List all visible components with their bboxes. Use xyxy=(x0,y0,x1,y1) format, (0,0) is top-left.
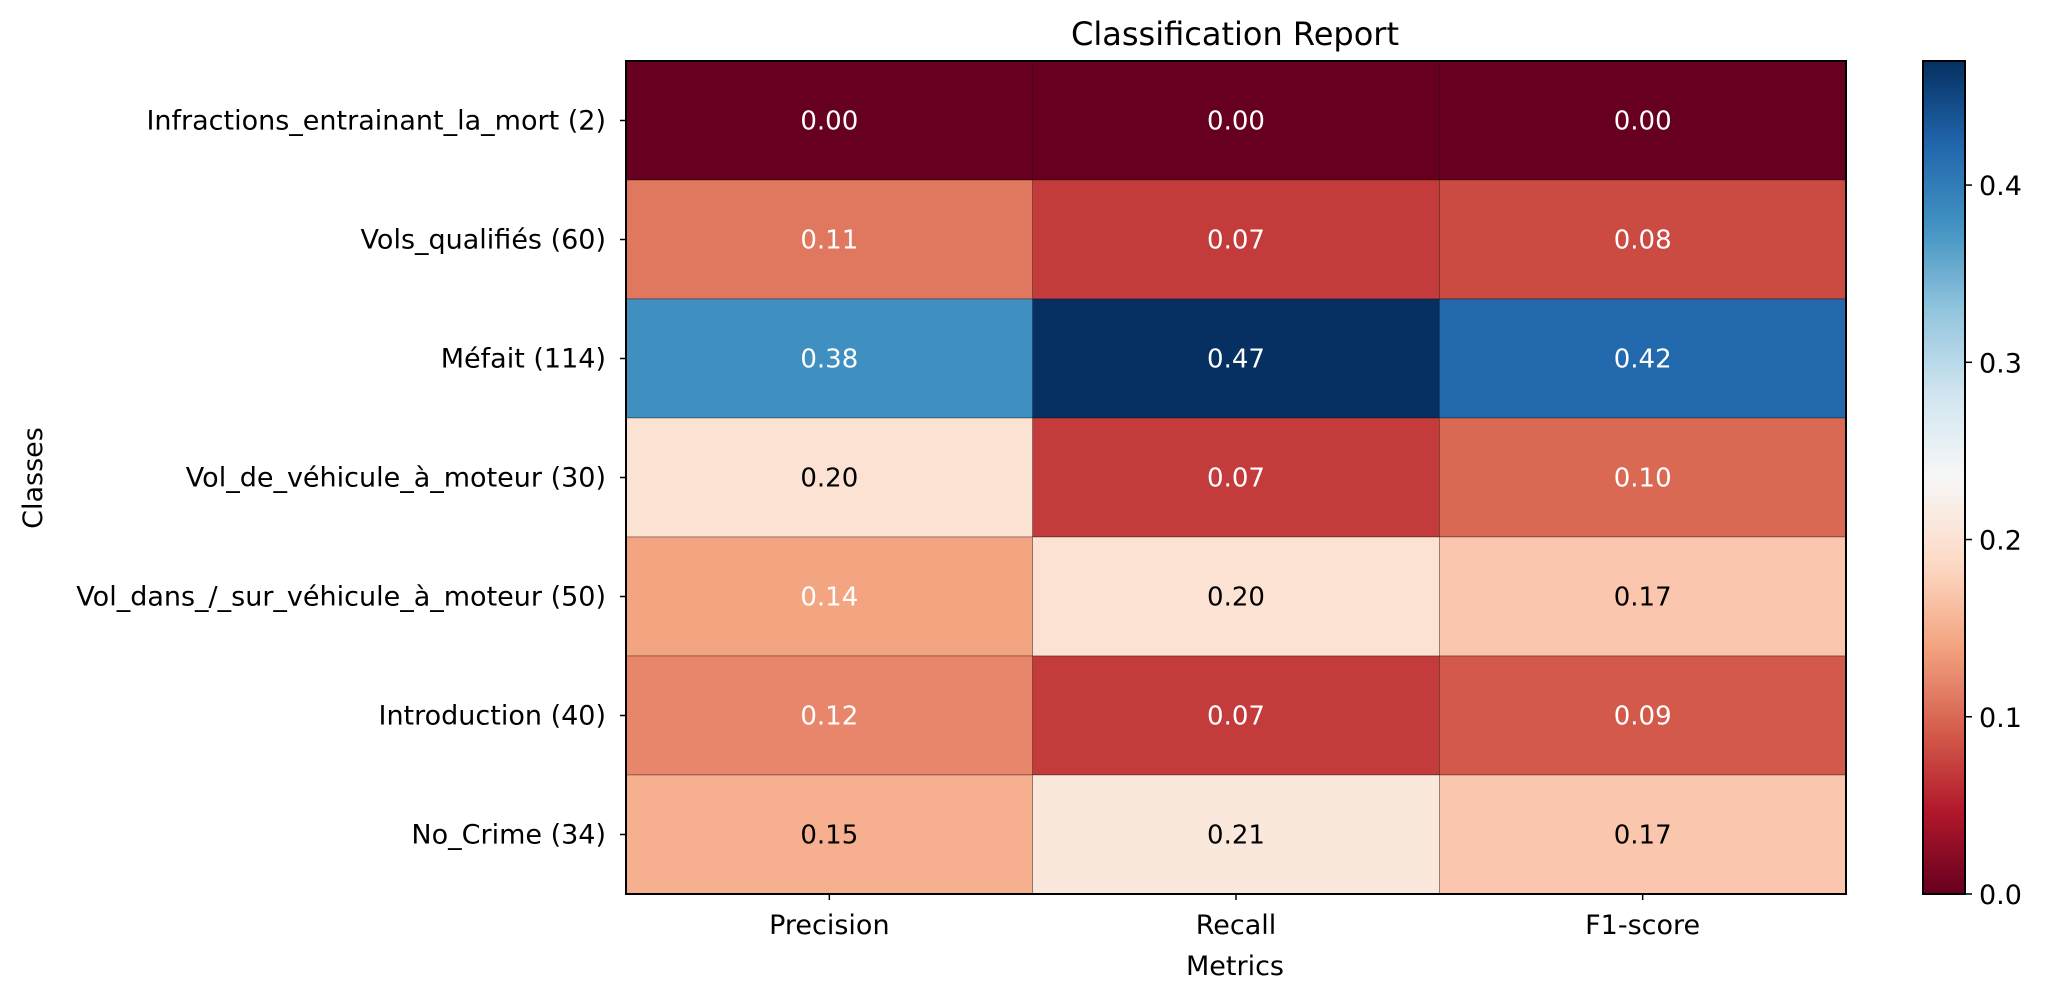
cell-value-label: 0.42 xyxy=(1614,345,1672,375)
heatmap-cell xyxy=(625,298,1033,419)
x-tick-label: Precision xyxy=(769,910,889,941)
cell-value-label: 0.07 xyxy=(1207,226,1265,256)
cell-value-label: 0.07 xyxy=(1207,464,1265,494)
cell-value-label: 0.11 xyxy=(800,226,858,256)
cell-value-label: 0.07 xyxy=(1207,702,1265,732)
heatmap-cell xyxy=(1032,774,1440,895)
chart-title: Classification Report xyxy=(1071,15,1399,53)
heatmap-cell xyxy=(625,60,1033,181)
cell-value-label: 0.00 xyxy=(800,107,858,137)
y-tick-label: No_Crime (34) xyxy=(411,820,606,851)
colorbar-tick-label: 0.0 xyxy=(1979,880,2022,911)
cell-value-label: 0.47 xyxy=(1207,345,1265,375)
heatmap-cell xyxy=(1032,60,1440,181)
x-axis-label: Metrics xyxy=(1186,951,1284,982)
colorbar xyxy=(1922,60,1966,895)
cell-value-label: 0.17 xyxy=(1614,821,1672,851)
colorbar-ticks: 0.0 0.1 0.2 0.3 0.4 xyxy=(1965,171,2022,911)
heatmap-cell xyxy=(1032,536,1440,657)
cell-value-label: 0.15 xyxy=(800,821,858,851)
cell-value-label: 0.09 xyxy=(1614,702,1672,732)
cell-value-label: 0.00 xyxy=(1207,107,1265,137)
cell-value-label: 0.20 xyxy=(800,464,858,494)
heatmap-cell xyxy=(1439,179,1847,300)
x-tick-labels: Precision Recall F1-score xyxy=(769,894,1700,941)
heatmap-cell xyxy=(1439,774,1847,895)
cell-value-label: 0.20 xyxy=(1207,583,1265,613)
y-tick-label: Vols_qualifiés (60) xyxy=(361,225,606,256)
cell-value-label: 0.38 xyxy=(800,345,858,375)
heatmap-cell xyxy=(625,655,1033,776)
x-tick-label: F1-score xyxy=(1585,910,1700,941)
y-tick-label: Vol_dans_/_sur_véhicule_à_moteur (50) xyxy=(76,582,606,613)
cell-value-label: 0.12 xyxy=(800,702,858,732)
colorbar-tick-label: 0.3 xyxy=(1979,348,2022,379)
heatmap-cell xyxy=(1439,536,1847,657)
x-tick-label: Recall xyxy=(1196,910,1277,941)
heatmap-cell xyxy=(1032,179,1440,300)
cell-value-label: 0.14 xyxy=(800,583,858,613)
heatmap-cell xyxy=(1439,655,1847,776)
heatmap-cell xyxy=(1032,298,1440,419)
colorbar-tick-label: 0.4 xyxy=(1979,171,2022,202)
heatmap-cells: 0.00 0.00 0.00 0.11 0.07 0.08 0.38 0.47 0.42 0.20… xyxy=(625,60,1847,895)
cell-value-label: 0.10 xyxy=(1614,464,1672,494)
colorbar-tick-label: 0.2 xyxy=(1979,526,2022,557)
cell-value-label: 0.21 xyxy=(1207,821,1265,851)
cell-value-label: 0.00 xyxy=(1614,107,1672,137)
heatmap-cell xyxy=(625,417,1033,538)
heatmap-cell xyxy=(1439,417,1847,538)
y-tick-label: Méfait (114) xyxy=(441,344,606,375)
y-tick-labels: Infractions_entrainant_la_mort (2) Vols_q… xyxy=(76,106,626,851)
heatmap-cell xyxy=(625,774,1033,895)
heatmap-cell xyxy=(625,179,1033,300)
y-tick-label: Introduction (40) xyxy=(378,701,606,732)
heatmap-cell xyxy=(1032,655,1440,776)
y-tick-label: Vol_de_véhicule_à_moteur (30) xyxy=(186,463,606,494)
heatmap-cell xyxy=(625,536,1033,657)
cell-value-label: 0.08 xyxy=(1614,226,1672,256)
y-tick-label: Infractions_entrainant_la_mort (2) xyxy=(146,106,606,137)
y-axis-label: Classes xyxy=(18,427,49,529)
colorbar-tick-label: 0.1 xyxy=(1979,703,2022,734)
cell-value-label: 0.17 xyxy=(1614,583,1672,613)
